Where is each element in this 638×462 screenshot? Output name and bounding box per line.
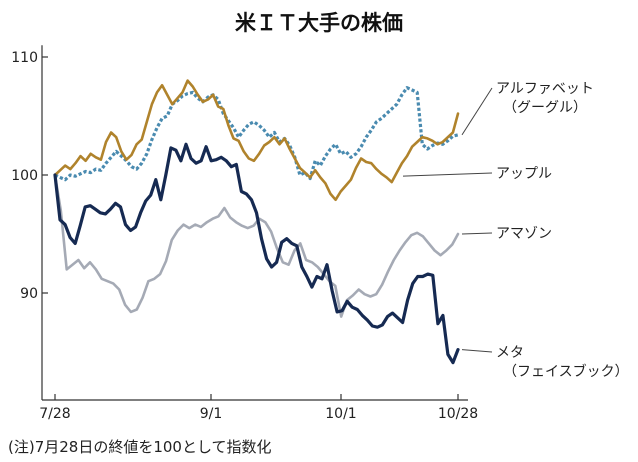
series-line-1 [53,79,460,202]
x-tick-label: 7/28 [39,406,70,422]
x-tick-label: 9/1 [200,406,223,422]
chart-note: (注)7月28日の終値を100として指数化 [8,438,272,456]
series-label-2-line-0: アマゾン [496,226,552,242]
series-label-3-line-1: （フェイスブック） [503,363,629,380]
y-tick-label: 100 [11,168,38,184]
leader-line-1 [402,172,493,177]
x-tick-label: 10/28 [438,406,478,422]
series-label-0-line-1: （グーグル） [503,100,587,116]
leader-line-3 [461,349,493,353]
leader-line-0 [461,87,493,136]
y-tick-label: 110 [11,50,38,66]
series-line-0 [54,86,459,182]
chart-axes: 90 100 110 7/28 9/1 10/1 10/28 [11,45,478,422]
leader-line-2 [461,232,493,235]
series-label-1-line-0: アップル [496,166,552,182]
series-line-2 [53,173,460,318]
series-line-3 [53,142,460,365]
series-label-0-line-0: アルファベット [496,81,594,97]
x-tick-label: 10/1 [325,406,356,422]
series-layer [53,79,460,365]
chart-title: 米ＩＴ大手の株価 [235,11,403,35]
series-label-3-line-0: メタ [496,345,524,361]
y-tick-label: 90 [20,286,38,302]
